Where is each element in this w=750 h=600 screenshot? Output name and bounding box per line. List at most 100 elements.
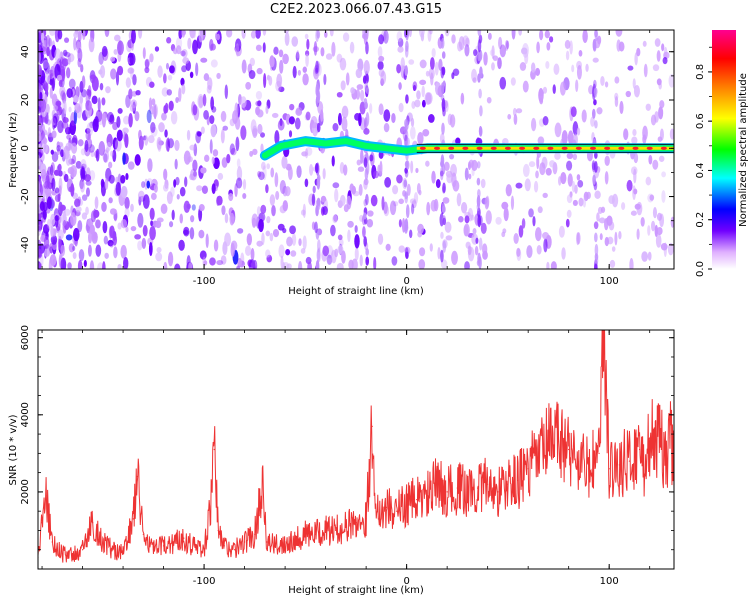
spectrogram-speckle — [255, 44, 262, 52]
spectrogram-speckle — [42, 59, 49, 69]
spectrogram-stripe-mark — [365, 248, 369, 256]
spectrogram-speckle — [240, 96, 247, 108]
spectrogram-speckle — [38, 32, 41, 44]
spectrogram-speckle — [279, 59, 284, 74]
spectrogram-speckle — [164, 129, 168, 138]
spectrogram-speckle — [112, 121, 118, 131]
snr-point — [568, 448, 570, 451]
spectrogram-speckle — [313, 41, 318, 56]
spectrogram-speckle — [196, 185, 203, 192]
spectrogram-speckle — [38, 135, 42, 142]
spectrogram-speckle — [70, 183, 75, 197]
spectrogram-speckle — [378, 34, 385, 45]
spectrogram-speckle — [38, 154, 41, 167]
spectrogram-speckle — [63, 173, 69, 183]
spectrogram-speckle — [222, 125, 229, 131]
spectrogram-speckle — [290, 250, 297, 257]
spectrogram-speckle — [484, 196, 489, 210]
spectrogram-speckle — [419, 79, 427, 86]
snr-point — [497, 491, 499, 493]
snr-point — [304, 533, 306, 535]
spectrogram-speckle — [188, 262, 193, 269]
spectrogram-speckle — [141, 181, 146, 189]
spectrogram-speckle — [668, 74, 674, 88]
spectrogram-speckle — [84, 174, 92, 182]
spectrogram-speckle — [472, 77, 477, 84]
spectrogram-speckle — [102, 261, 106, 269]
snr-point — [602, 337, 604, 339]
spectrogram-speckle — [57, 30, 63, 40]
spectrogram-speckle — [202, 93, 207, 107]
spectrogram-speckle — [74, 102, 81, 114]
spectrogram-speckle — [491, 62, 495, 71]
snr-point — [92, 522, 94, 524]
spectrogram-speckle — [475, 237, 479, 244]
spectrogram-speckle — [300, 209, 306, 216]
spectrogram-speckle — [506, 40, 510, 50]
spectrogram-speckle — [109, 225, 115, 239]
spectrogram-speckle — [451, 250, 458, 266]
spectrogram-speckle — [38, 220, 42, 228]
snr-point — [578, 460, 580, 462]
spectrogram-speckle — [70, 212, 77, 226]
spectrogram-frame — [37, 29, 675, 270]
spectrogram-speckle — [640, 216, 645, 227]
spectrogram-stripe-mark — [363, 157, 368, 168]
signal-trace-peak — [604, 146, 611, 150]
snr-point — [365, 518, 367, 520]
spectrogram-speckle — [446, 173, 453, 184]
spectrogram-speckle — [422, 129, 430, 137]
spectrogram-speckle — [200, 57, 208, 63]
spectrogram-speckle — [526, 245, 533, 259]
spectrogram-speckle — [297, 261, 303, 269]
spectrogram-speckle — [78, 249, 85, 262]
spectrogram-speckle — [378, 55, 385, 62]
spectrogram-speckle — [559, 81, 566, 96]
spectrogram-speckle — [654, 38, 661, 47]
spectrogram-speckle — [398, 219, 402, 228]
spectrogram-speckle — [636, 47, 641, 57]
spectrogram-stripe-mark — [362, 75, 367, 84]
spectrogram-speckle — [108, 161, 113, 169]
spectrogram-speckle — [338, 238, 344, 247]
spectrogram-speckle — [189, 71, 194, 79]
spectrogram-speckle — [125, 226, 129, 233]
spectrogram-stripe-mark — [477, 39, 482, 53]
spectrogram-speckle — [161, 112, 167, 121]
spectrogram-speckle — [524, 178, 531, 192]
spectrogram-speckle — [100, 178, 105, 188]
spectrogram-stripe-mark — [477, 30, 482, 37]
spectrogram-speckle — [265, 105, 269, 114]
snr-line-layer — [38, 330, 674, 563]
spectrogram-speckle — [61, 58, 69, 67]
spectrogram-speckle — [442, 197, 450, 204]
spectrogram-speckle — [482, 250, 488, 260]
spectrogram-speckle — [503, 207, 509, 222]
signal-trace-peak — [561, 146, 568, 150]
spectrogram-speckle — [67, 53, 75, 63]
spectrogram-speckle — [56, 145, 61, 152]
spectrogram-speckle — [57, 193, 61, 203]
snr-point — [233, 549, 236, 551]
spectrogram-stripe-mark — [363, 236, 367, 247]
spectrogram-speckle — [443, 161, 450, 172]
spectrogram-stripe-mark — [594, 253, 599, 261]
spectrogram-speckle — [645, 176, 652, 186]
spectrogram-speckle — [569, 40, 573, 55]
spectrogram-speckle — [278, 49, 284, 58]
x-tick-label: 0 — [403, 276, 409, 287]
spectrogram-speckle — [236, 265, 240, 269]
spectrogram-speckle — [63, 100, 67, 115]
spectrogram-speckle — [166, 37, 172, 44]
spectrogram-speckle — [112, 149, 117, 163]
spectrogram-speckle — [108, 197, 113, 204]
spectrogram-speckle — [250, 247, 255, 261]
spectrogram-speckle — [406, 183, 411, 196]
spectrogram-speckle — [212, 149, 219, 157]
spectrogram-speckle — [275, 190, 280, 200]
spectrogram-speckle — [276, 73, 283, 88]
spectrogram-speckle — [456, 193, 462, 207]
spectrogram-speckle — [546, 261, 550, 269]
spectrogram-speckle — [296, 165, 302, 178]
spectrogram-speckle — [138, 30, 143, 39]
